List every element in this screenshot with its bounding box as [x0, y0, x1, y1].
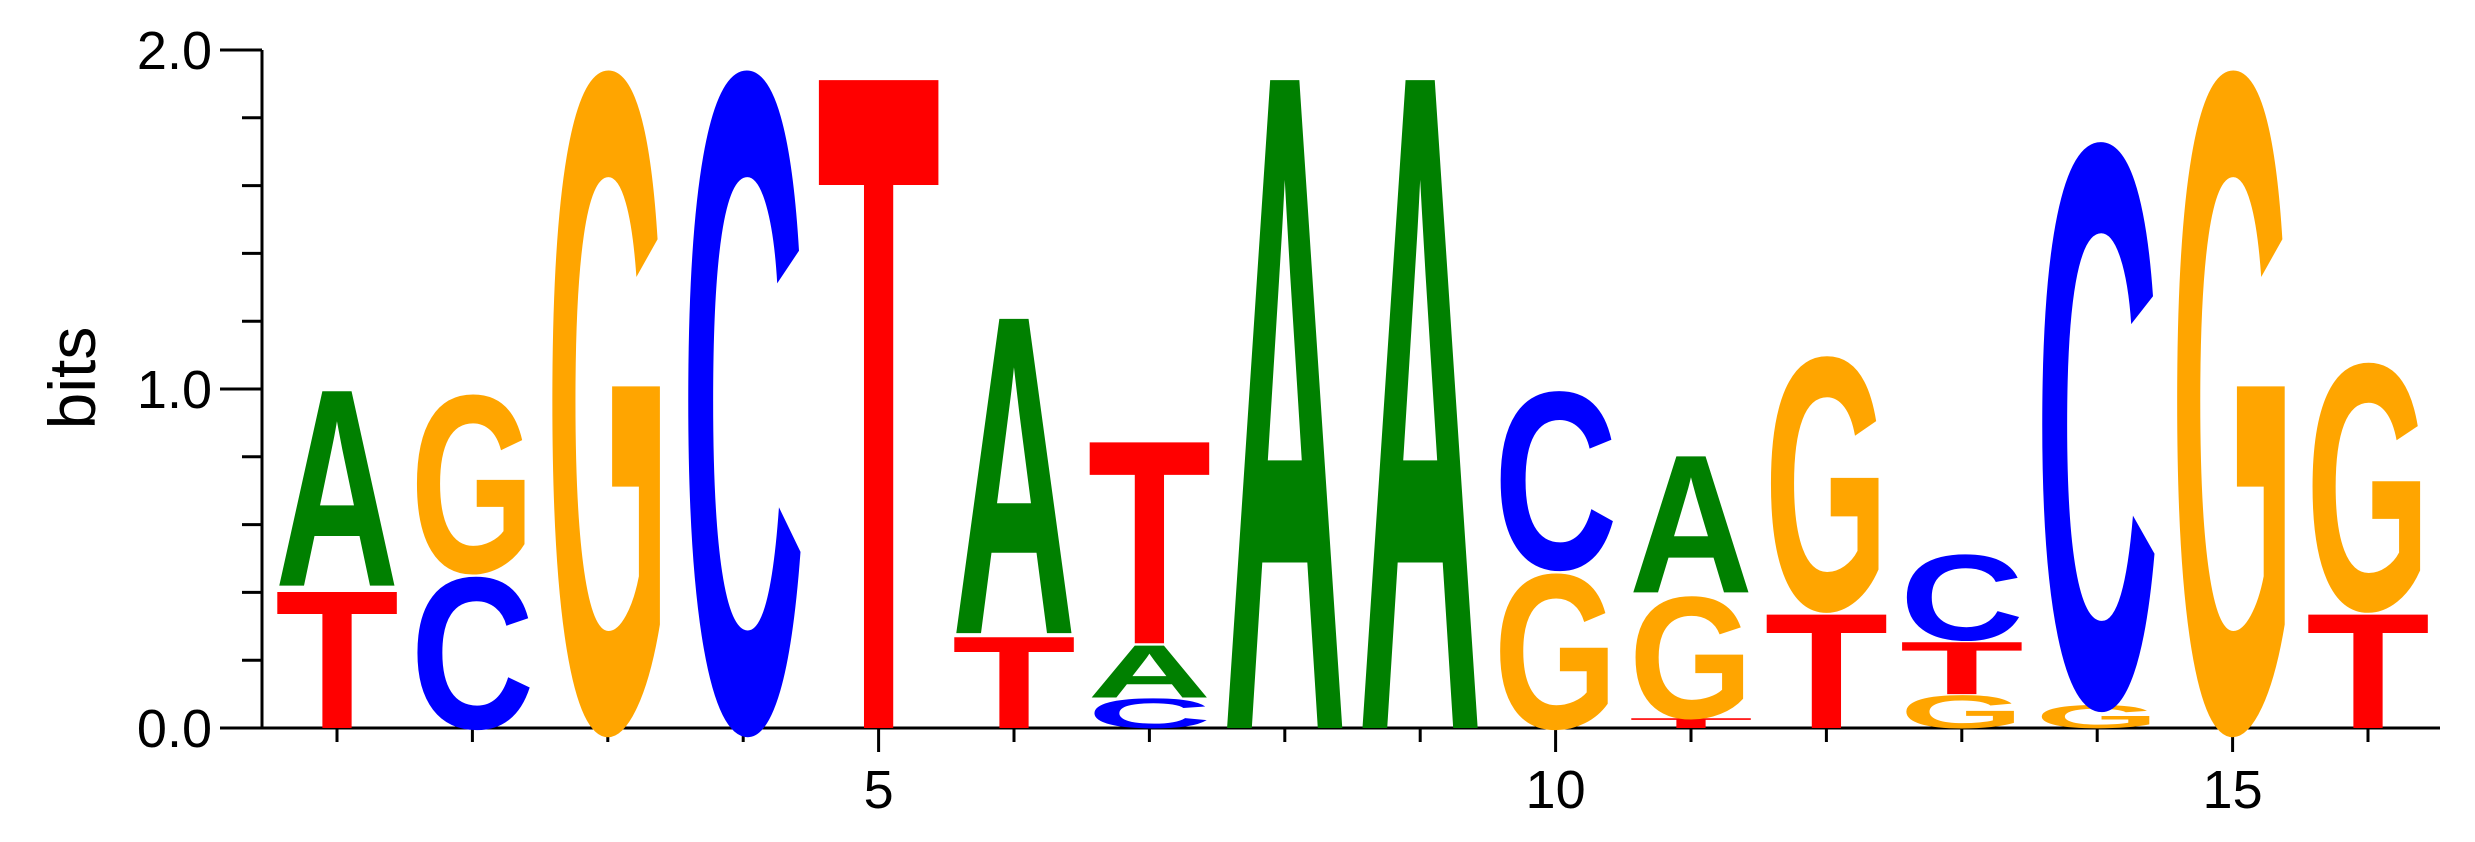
x-tick-label: 5: [864, 760, 894, 820]
logo-letter-a: A: [1223, 0, 1347, 842]
logo-letter-g: G: [1764, 282, 1888, 687]
logo-letter-t: T: [817, 0, 941, 842]
logo-letter-t: T: [1629, 715, 1753, 731]
y-tick-label: 0.0: [137, 699, 212, 759]
x-tick-label: 15: [2203, 760, 2263, 820]
logo-letter-c: C: [2035, 0, 2159, 842]
y-axis: 0.0 1.0 2.0: [137, 21, 264, 759]
logo-letter-g: G: [546, 0, 670, 842]
logo-letter-c: C: [410, 533, 534, 775]
logo-letter-c: C: [1494, 339, 1618, 623]
logo-letter-g: G: [1629, 561, 1753, 755]
logo-letter-t: T: [275, 550, 399, 770]
logo-letter-t: T: [952, 609, 1076, 756]
x-axis: 5 10 15: [262, 726, 2440, 820]
y-tick-label: 2.0: [137, 21, 212, 81]
logo-letter-c: C: [1087, 690, 1211, 737]
logo-letter-a: A: [1087, 630, 1211, 714]
logo-letter-c: C: [681, 0, 805, 842]
y-axis-title: bits: [35, 327, 109, 430]
logo-letter-t: T: [1087, 380, 1211, 706]
logo-letter-a: A: [275, 329, 399, 646]
logo-letter-t: T: [1764, 580, 1888, 764]
logo-letter-g: G: [2171, 0, 2295, 842]
logo-letter-g: G: [1900, 686, 2024, 738]
logo-letter-c: C: [1900, 529, 2024, 666]
logo-letter-g: G: [1494, 527, 1618, 775]
logo-letter-a: A: [1358, 0, 1482, 842]
logo-letter-g: G: [2306, 291, 2430, 685]
logo-letter-g: G: [2035, 699, 2159, 736]
logo-letter-t: T: [2306, 580, 2430, 764]
logo-letter-t: T: [1900, 626, 2024, 710]
y-tick-label: 1.0: [137, 360, 212, 420]
x-tick-label: 10: [1526, 760, 1586, 820]
logo-letter-a: A: [952, 221, 1076, 731]
logo-letter-g: G: [410, 342, 534, 626]
logo-letter-a: A: [1629, 414, 1753, 635]
